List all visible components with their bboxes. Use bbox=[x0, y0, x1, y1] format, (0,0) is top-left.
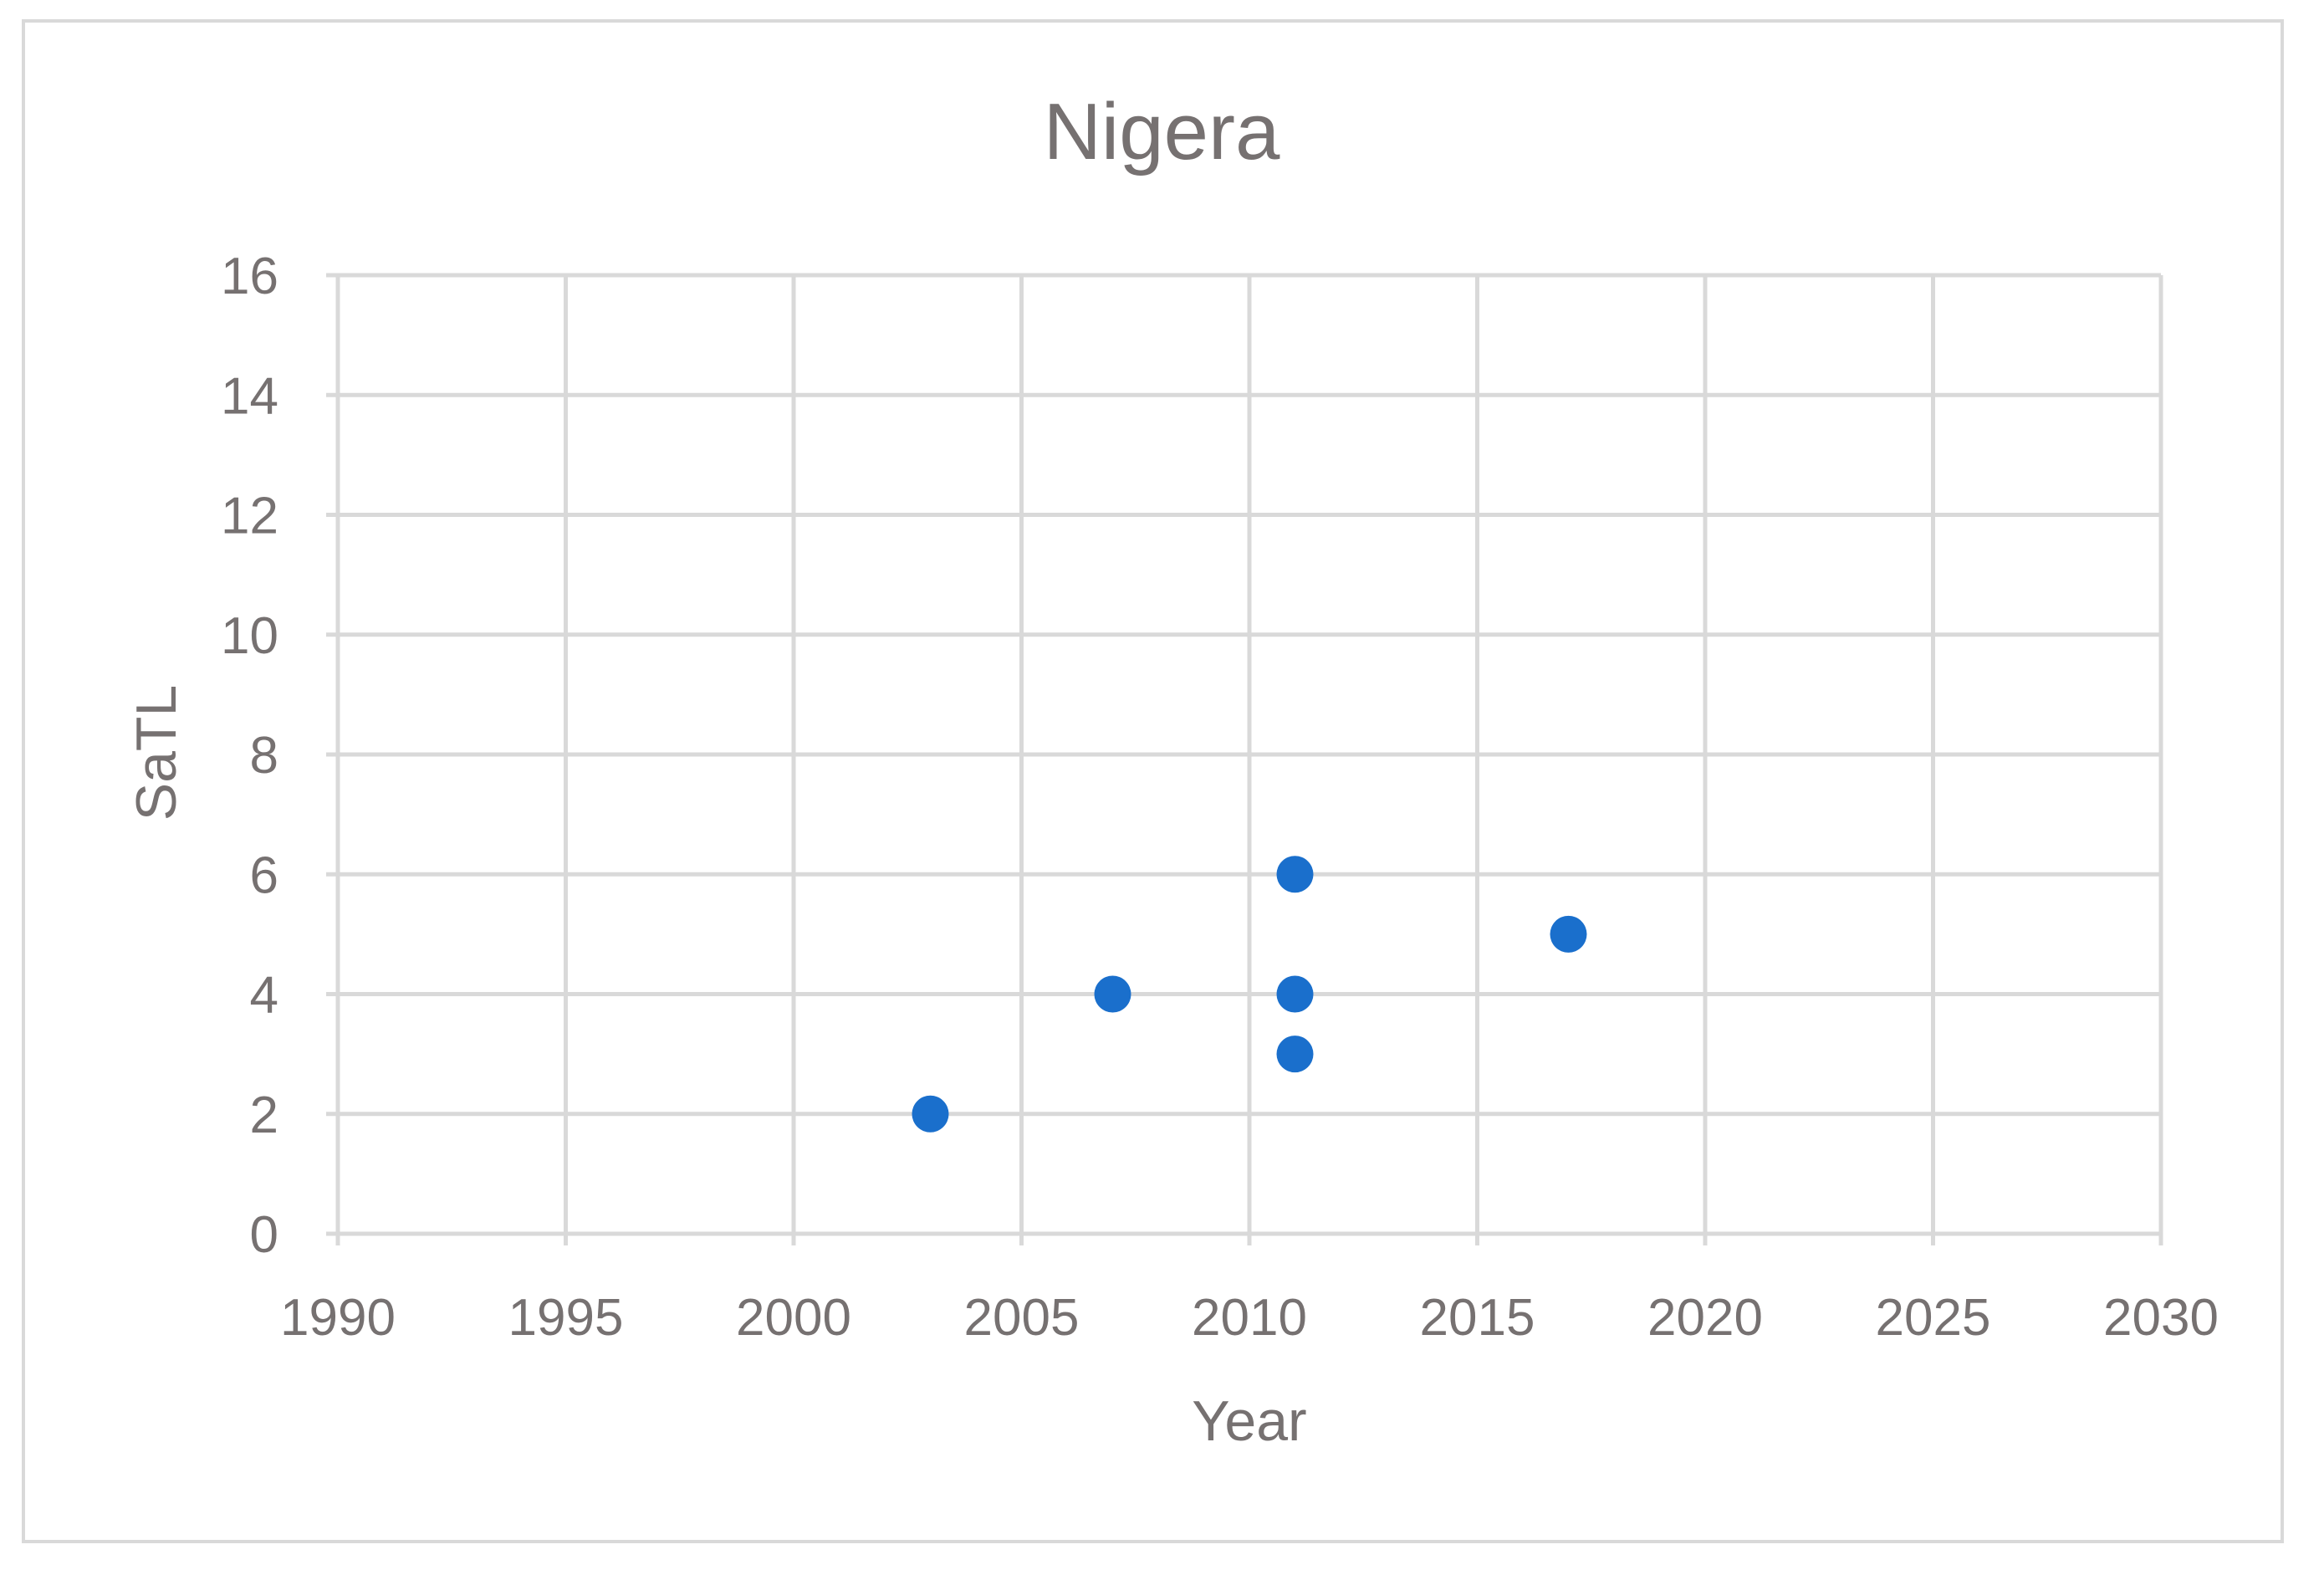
scatter-point bbox=[1276, 975, 1314, 1013]
y-tick-label: 10 bbox=[221, 607, 278, 665]
data-points bbox=[912, 856, 1587, 1133]
y-tick-label: 6 bbox=[250, 846, 278, 904]
x-tick-label: 2010 bbox=[1192, 1289, 1307, 1347]
y-tick-label: 8 bbox=[250, 727, 278, 785]
y-tick-label: 14 bbox=[221, 367, 278, 425]
x-tick-label: 2025 bbox=[1876, 1289, 1991, 1347]
x-tick-label: 2020 bbox=[1647, 1289, 1763, 1347]
scatter-point bbox=[1276, 1036, 1314, 1073]
x-tick-label: 1990 bbox=[280, 1289, 396, 1347]
y-axis-label: SaTL bbox=[125, 685, 188, 821]
y-axis-ticks: 0 2 4 6 8 10 12 14 16 bbox=[221, 248, 278, 1264]
chart-title: Nigera bbox=[1044, 87, 1280, 176]
x-tick-label: 2005 bbox=[964, 1289, 1080, 1347]
x-axis-label: Year bbox=[1192, 1389, 1306, 1453]
y-tick-label: 12 bbox=[221, 488, 278, 545]
x-tick-label: 2000 bbox=[736, 1289, 851, 1347]
y-tick-label: 16 bbox=[221, 248, 278, 305]
y-tick-label: 2 bbox=[250, 1087, 278, 1144]
y-tick-label: 4 bbox=[250, 967, 278, 1025]
scatter-point bbox=[1094, 975, 1131, 1013]
x-tick-label: 2030 bbox=[2103, 1289, 2219, 1347]
scatter-point bbox=[1276, 856, 1314, 893]
y-tick-label: 0 bbox=[250, 1206, 278, 1264]
x-tick-label: 2015 bbox=[1420, 1289, 1535, 1347]
scatter-point bbox=[912, 1095, 949, 1133]
scatter-point bbox=[1550, 915, 1587, 953]
gridlines bbox=[326, 273, 2163, 1245]
x-axis-ticks: 1990 1995 2000 2005 2010 2015 2020 2025 2030 bbox=[280, 1289, 2219, 1347]
x-tick-label: 1995 bbox=[508, 1289, 624, 1347]
